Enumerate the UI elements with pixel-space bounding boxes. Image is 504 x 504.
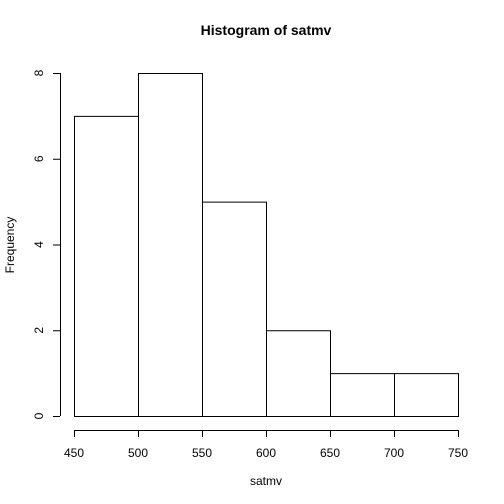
histogram-bar-4	[330, 373, 395, 417]
y-tick-label-3: 6	[32, 155, 46, 162]
y-axis-label: Frequency	[3, 217, 17, 274]
y-tick-label-4: 8	[32, 69, 46, 76]
x-axis-label: satmv	[250, 474, 282, 488]
histogram-bar-2	[202, 201, 267, 417]
y-axis: 0 2 4 6 8	[32, 69, 61, 419]
histogram-bar-1	[138, 73, 203, 417]
y-tick-label-0: 0	[32, 412, 46, 419]
x-tick-label-1: 500	[128, 446, 148, 460]
x-tick-label-4: 650	[320, 446, 340, 460]
bars-group	[74, 73, 459, 417]
x-tick-label-2: 550	[192, 446, 212, 460]
x-tick-label-5: 700	[384, 446, 404, 460]
x-axis: 450 500 550 600 650 700 750	[64, 430, 468, 460]
x-tick-label-6: 750	[448, 446, 468, 460]
x-tick-label-3: 600	[256, 446, 276, 460]
x-tick-label-0: 450	[64, 446, 84, 460]
y-tick-label-2: 4	[32, 241, 46, 248]
chart-title: Histogram of satmv	[201, 22, 332, 38]
histogram-bar-0	[74, 115, 139, 417]
histogram-bar-5	[394, 373, 459, 417]
y-tick-label-1: 2	[32, 327, 46, 334]
histogram-bar-3	[266, 330, 331, 417]
